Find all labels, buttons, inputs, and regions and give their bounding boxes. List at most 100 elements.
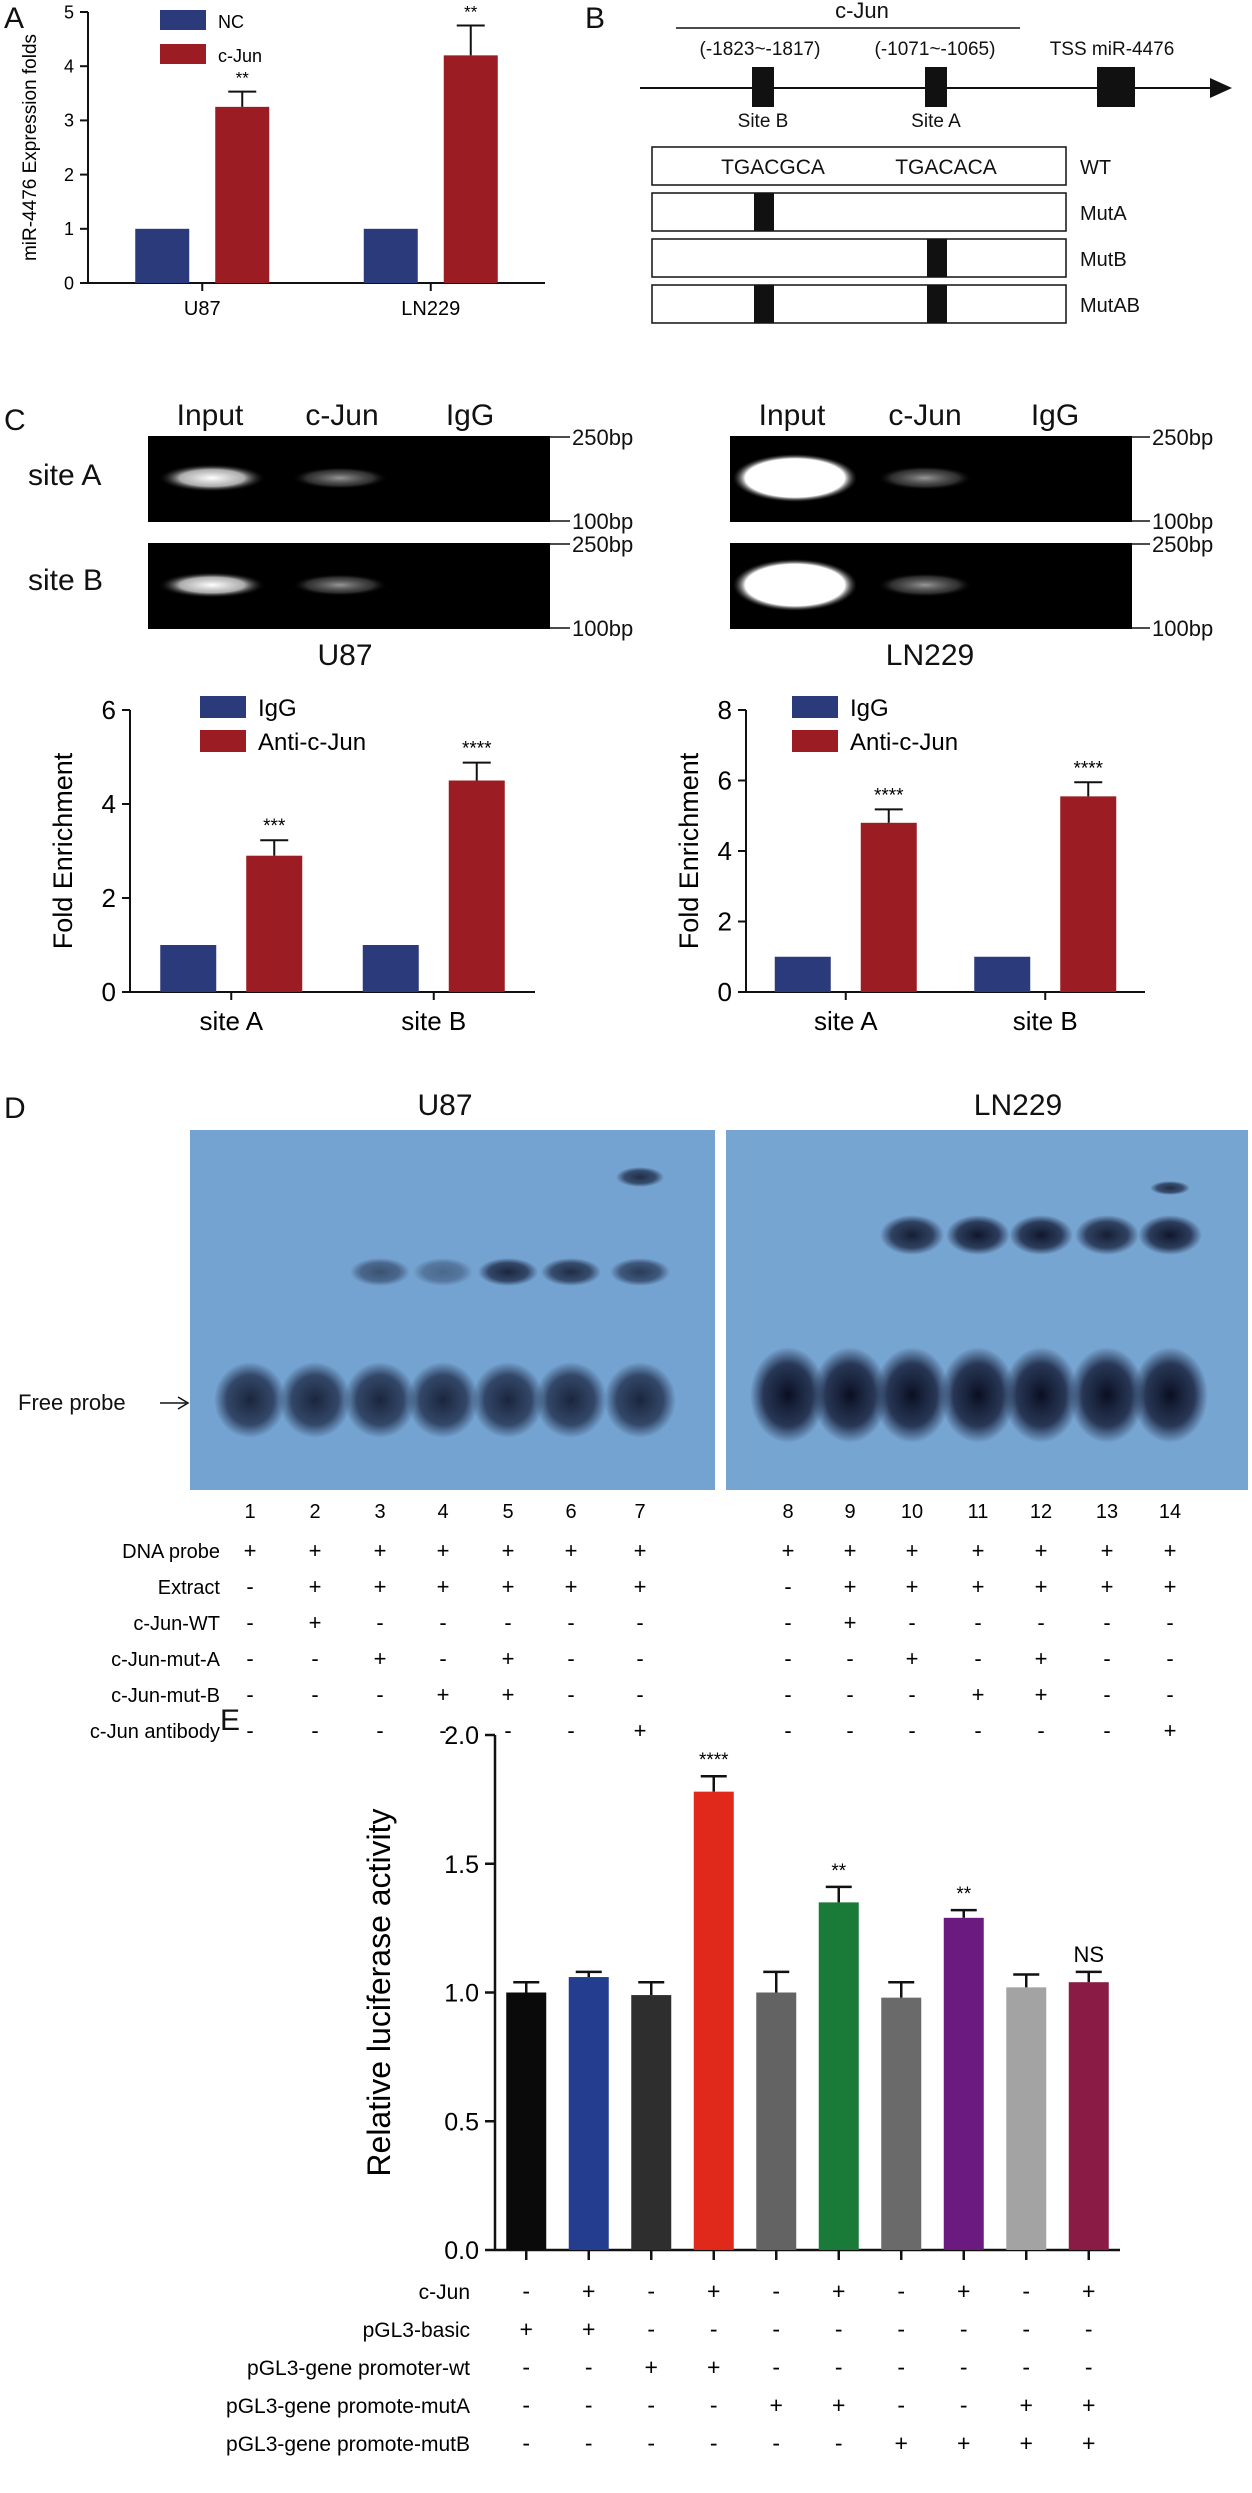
condition-value: - [772,2316,780,2342]
tss-box [1097,67,1135,107]
condition-value: - [1022,2278,1030,2304]
luciferase-condition-table: c-Jun - + - + - + - + - + pGL3-basic + + - - - - - - - - pGL3-… [226,2278,1095,2456]
bar [774,956,831,992]
condition-value: - [246,1646,253,1671]
condition-value: + [582,2278,595,2304]
lane-number: 6 [565,1501,576,1523]
condition-value: - [835,2430,843,2456]
panel-e: E 0.0 0.5 1.0 1.5 2.0 Relative luciferase act… [220,1704,1120,2456]
condition-value: - [522,2278,530,2304]
condition-value: + [634,1718,647,1743]
condition-value: - [784,1574,791,1599]
free-probe-band [874,1347,950,1443]
condition-value: + [309,1574,322,1599]
condition-value: + [770,2392,783,2418]
construct-label-mutb: MutB [1080,249,1127,271]
condition-value: + [957,2430,970,2456]
lane-number: 13 [1096,1501,1118,1523]
significance-label: **** [699,1750,729,1771]
y-tick-label: 1.0 [444,1980,479,2008]
condition-value: - [567,1610,574,1635]
bar [1006,1987,1047,2250]
legend-label: c-Jun [218,46,262,66]
panel-a: A 0 1 2 3 4 5 miR-4476 Expression folds U87 ** LN… [4,2,545,320]
panel-c: C Input c-Jun IgG site A site B 250bp 10… [4,399,1213,1036]
shifted-band [946,1215,1010,1255]
lane-number: 11 [968,1501,989,1523]
shifted-band [1138,1215,1202,1255]
lane-number: 7 [634,1501,645,1523]
site-a-box [925,67,947,107]
condition-value: + [972,1574,985,1599]
condition-value: - [835,2316,843,2342]
condition-label: c-Jun-mut-B [111,1685,220,1707]
x-tick-label: site A [814,1006,878,1036]
panel-letter-e: E [220,1704,240,1737]
legend-swatch [792,696,838,718]
shifted-band [1009,1215,1073,1255]
marker-u87-b-100: 100bp [572,616,633,641]
y-tick-label: 0 [64,273,74,293]
bar [1068,1982,1109,2250]
condition-value: - [636,1610,643,1635]
condition-value: + [437,1538,450,1563]
free-probe-arrow-head [177,1396,190,1410]
condition-label: pGL3-gene promote-mutB [226,2433,470,2456]
free-probe-band [214,1362,286,1438]
condition-value: + [634,1538,647,1563]
lane-number: 4 [437,1501,448,1523]
y-axis-label: Fold Enrichment [674,752,704,949]
condition-value: + [309,1610,322,1635]
x-tick-label: LN229 [401,298,460,320]
condition-value: - [908,1610,915,1635]
condition-value: + [972,1538,985,1563]
condition-value: + [502,1682,515,1707]
condition-value: - [636,1682,643,1707]
condition-value: - [897,2392,905,2418]
free-probe-label: Free probe [18,1390,126,1415]
free-probe-band [1003,1347,1079,1443]
bar [160,945,217,992]
construct-mutab: MutAB [651,284,1140,324]
condition-label: pGL3-basic [363,2319,470,2342]
bar [881,1997,922,2250]
condition-value: - [908,1682,915,1707]
free-probe-band [472,1362,544,1438]
condition-value: + [895,2430,908,2456]
condition-value: - [376,1610,383,1635]
lane-number: 14 [1159,1501,1181,1523]
condition-label: DNA probe [122,1541,220,1563]
band-ln229-a-cjun [877,466,973,490]
y-tick-label: 5 [64,2,74,22]
lane-label-igg: IgG [446,399,494,432]
site-a-sequence: TGACACA [895,156,997,179]
condition-value: - [311,1682,318,1707]
condition-value: - [246,1718,253,1743]
condition-value: - [647,2316,655,2342]
condition-value: + [1020,2392,1033,2418]
bar [1060,796,1117,992]
y-axis-label: Relative luciferase activity [361,1808,397,2176]
condition-value: + [565,1574,578,1599]
marker-u87-a-250: 250bp [572,425,633,450]
condition-value: + [437,1574,450,1599]
free-probe-band [750,1347,826,1443]
condition-value: - [439,1646,446,1671]
free-probe-band [344,1362,416,1438]
condition-value: - [1103,1682,1110,1707]
condition-value: - [784,1718,791,1743]
legend-label: Anti-c-Jun [850,729,958,756]
bar [860,822,917,992]
condition-value: - [846,1718,853,1743]
band-u87-a-input [158,464,266,492]
condition-value: - [784,1610,791,1635]
legend-label: IgG [850,695,889,722]
y-tick-label: 2 [718,907,732,937]
emsa-bands [214,1167,1208,1443]
construct-label-muta: MutA [1080,203,1127,225]
y-tick-label: 0 [102,977,116,1007]
condition-value: - [1166,1682,1173,1707]
shifted-band [350,1258,410,1286]
lane-label-cjun: c-Jun [305,399,378,432]
bar [974,956,1031,992]
